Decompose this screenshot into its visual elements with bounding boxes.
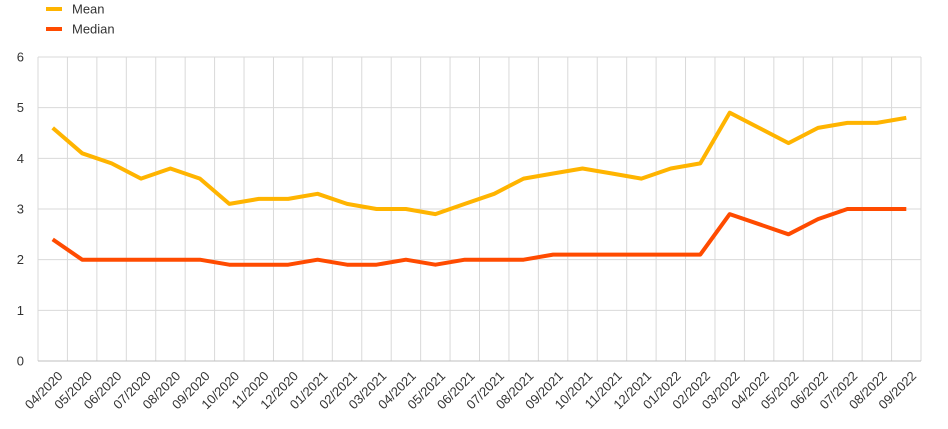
series-line-mean <box>51 110 907 217</box>
y-axis-ticks: 0 1 2 3 4 5 6 <box>17 50 24 369</box>
series-lines <box>51 110 907 267</box>
legend-label-mean: Mean <box>72 2 105 17</box>
y-tick-label: 3 <box>17 202 24 217</box>
gridlines <box>37 56 922 361</box>
y-tick-label: 2 <box>17 252 24 267</box>
x-axis-ticks: 04/202005/202006/202007/202008/202009/20… <box>22 368 919 412</box>
y-tick-label: 4 <box>17 151 24 166</box>
y-tick-label: 6 <box>17 50 24 65</box>
legend: Mean Median <box>46 2 115 37</box>
legend-label-median: Median <box>72 22 115 37</box>
y-tick-label: 1 <box>17 303 24 318</box>
y-tick-label: 0 <box>17 354 24 369</box>
y-tick-label: 5 <box>17 100 24 115</box>
series-line-median <box>51 207 907 267</box>
